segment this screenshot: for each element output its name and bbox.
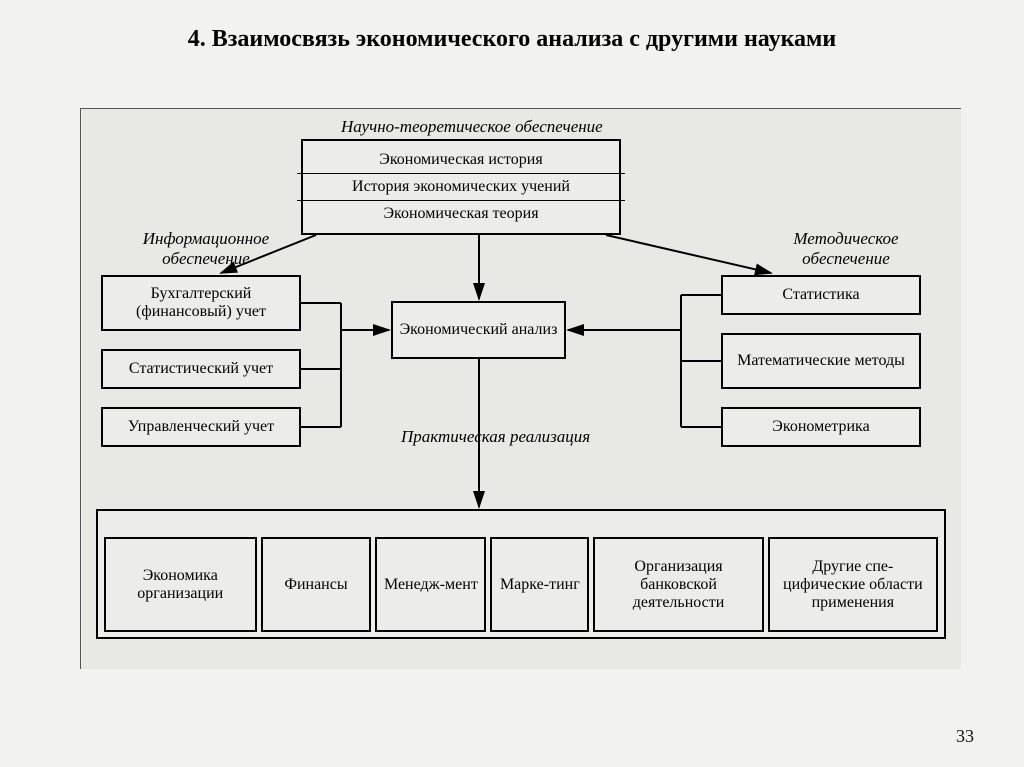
right-box-2-label: Математические методы <box>723 348 919 374</box>
bottom-box-5: Организация банковской деятельности <box>593 537 763 632</box>
left-box-1: Бухгалтерский (финансовый) учет <box>101 275 301 331</box>
bottom-box-2-label: Финансы <box>263 572 370 598</box>
left-box-2-label: Статистический учет <box>103 356 299 382</box>
right-box-3-label: Эконометрика <box>723 414 919 440</box>
bottom-box-5-label: Организация банковской деятельности <box>595 554 761 616</box>
top-row-1: Экономическая история <box>297 147 625 173</box>
label-left: Информационное обеспечение <box>121 229 291 269</box>
label-right: Методическое обеспечение <box>761 229 931 269</box>
page-title: 4. Взаимосвязь экономического анализа с … <box>0 0 1024 63</box>
center-label: Экономический анализ <box>393 317 564 343</box>
bottom-box-3: Менедж-мент <box>375 537 486 632</box>
left-box-3: Управленческий учет <box>101 407 301 447</box>
right-box-1: Статистика <box>721 275 921 315</box>
bottom-box-2: Финансы <box>261 537 372 632</box>
top-theory-box: Экономическая история История экономичес… <box>301 139 621 235</box>
bottom-container: Экономика организации Финансы Менедж-мен… <box>96 509 946 639</box>
page-number: 33 <box>956 726 974 747</box>
left-box-1-label: Бухгалтерский (финансовый) учет <box>103 281 299 325</box>
label-bottom: Практическая реализация <box>401 427 590 447</box>
diagram-area: Научно-теоретическое обеспечение Информа… <box>80 108 961 669</box>
right-box-1-label: Статистика <box>723 282 919 308</box>
bottom-box-3-label: Менедж-мент <box>377 572 484 598</box>
right-box-3: Эконометрика <box>721 407 921 447</box>
bottom-box-4-label: Марке-тинг <box>492 572 587 598</box>
bottom-box-6: Другие спе-цифические области применения <box>768 537 938 632</box>
bottom-box-1-label: Экономика организации <box>106 563 255 607</box>
label-top: Научно-теоретическое обеспечение <box>341 117 603 137</box>
top-row-2: История экономических учений <box>297 173 625 200</box>
left-box-3-label: Управленческий учет <box>103 414 299 440</box>
bottom-box-1: Экономика организации <box>104 537 257 632</box>
bottom-box-6-label: Другие спе-цифические области применения <box>770 554 936 616</box>
right-box-2: Математические методы <box>721 333 921 389</box>
bottom-box-4: Марке-тинг <box>490 537 589 632</box>
center-box: Экономический анализ <box>391 301 566 359</box>
left-box-2: Статистический учет <box>101 349 301 389</box>
top-row-3: Экономическая теория <box>297 200 625 227</box>
